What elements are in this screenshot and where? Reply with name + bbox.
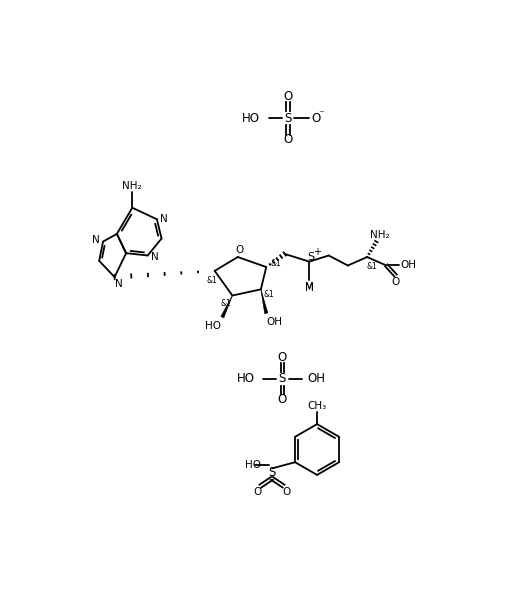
Text: &1: &1 (264, 290, 274, 299)
Text: CH₃: CH₃ (307, 401, 326, 411)
Text: HO: HO (205, 320, 221, 330)
Text: OH: OH (266, 317, 281, 327)
Text: &1: &1 (207, 276, 217, 286)
Text: M: M (305, 282, 313, 292)
Text: &1: &1 (366, 262, 376, 271)
Text: N: N (114, 279, 122, 289)
Text: S: S (278, 372, 285, 385)
Text: OH: OH (399, 260, 416, 270)
Text: O: O (235, 245, 243, 255)
Text: O: O (283, 90, 292, 103)
Text: HO: HO (245, 459, 261, 469)
Text: O: O (310, 112, 320, 125)
Text: HO: HO (241, 112, 260, 125)
Text: O: O (283, 134, 292, 147)
Text: NH₂: NH₂ (370, 230, 389, 240)
Text: S: S (268, 466, 275, 479)
Text: M: M (305, 283, 313, 293)
Text: N: N (92, 235, 100, 245)
Text: &1: &1 (220, 299, 231, 309)
Text: &1: &1 (270, 259, 280, 267)
Text: O: O (277, 393, 286, 406)
Text: O: O (391, 277, 399, 287)
Text: O: O (282, 487, 290, 497)
Text: ⁻: ⁻ (317, 110, 323, 120)
Text: O: O (277, 352, 286, 365)
Text: HO: HO (236, 372, 254, 385)
Polygon shape (221, 296, 232, 317)
Text: +: + (313, 247, 321, 257)
Text: S: S (307, 252, 314, 262)
Text: NH₂: NH₂ (122, 181, 142, 191)
Text: OH: OH (307, 372, 324, 385)
Polygon shape (261, 289, 267, 313)
Text: N: N (160, 214, 167, 223)
Text: N: N (150, 252, 158, 262)
Text: S: S (284, 112, 291, 125)
Text: O: O (252, 487, 261, 497)
